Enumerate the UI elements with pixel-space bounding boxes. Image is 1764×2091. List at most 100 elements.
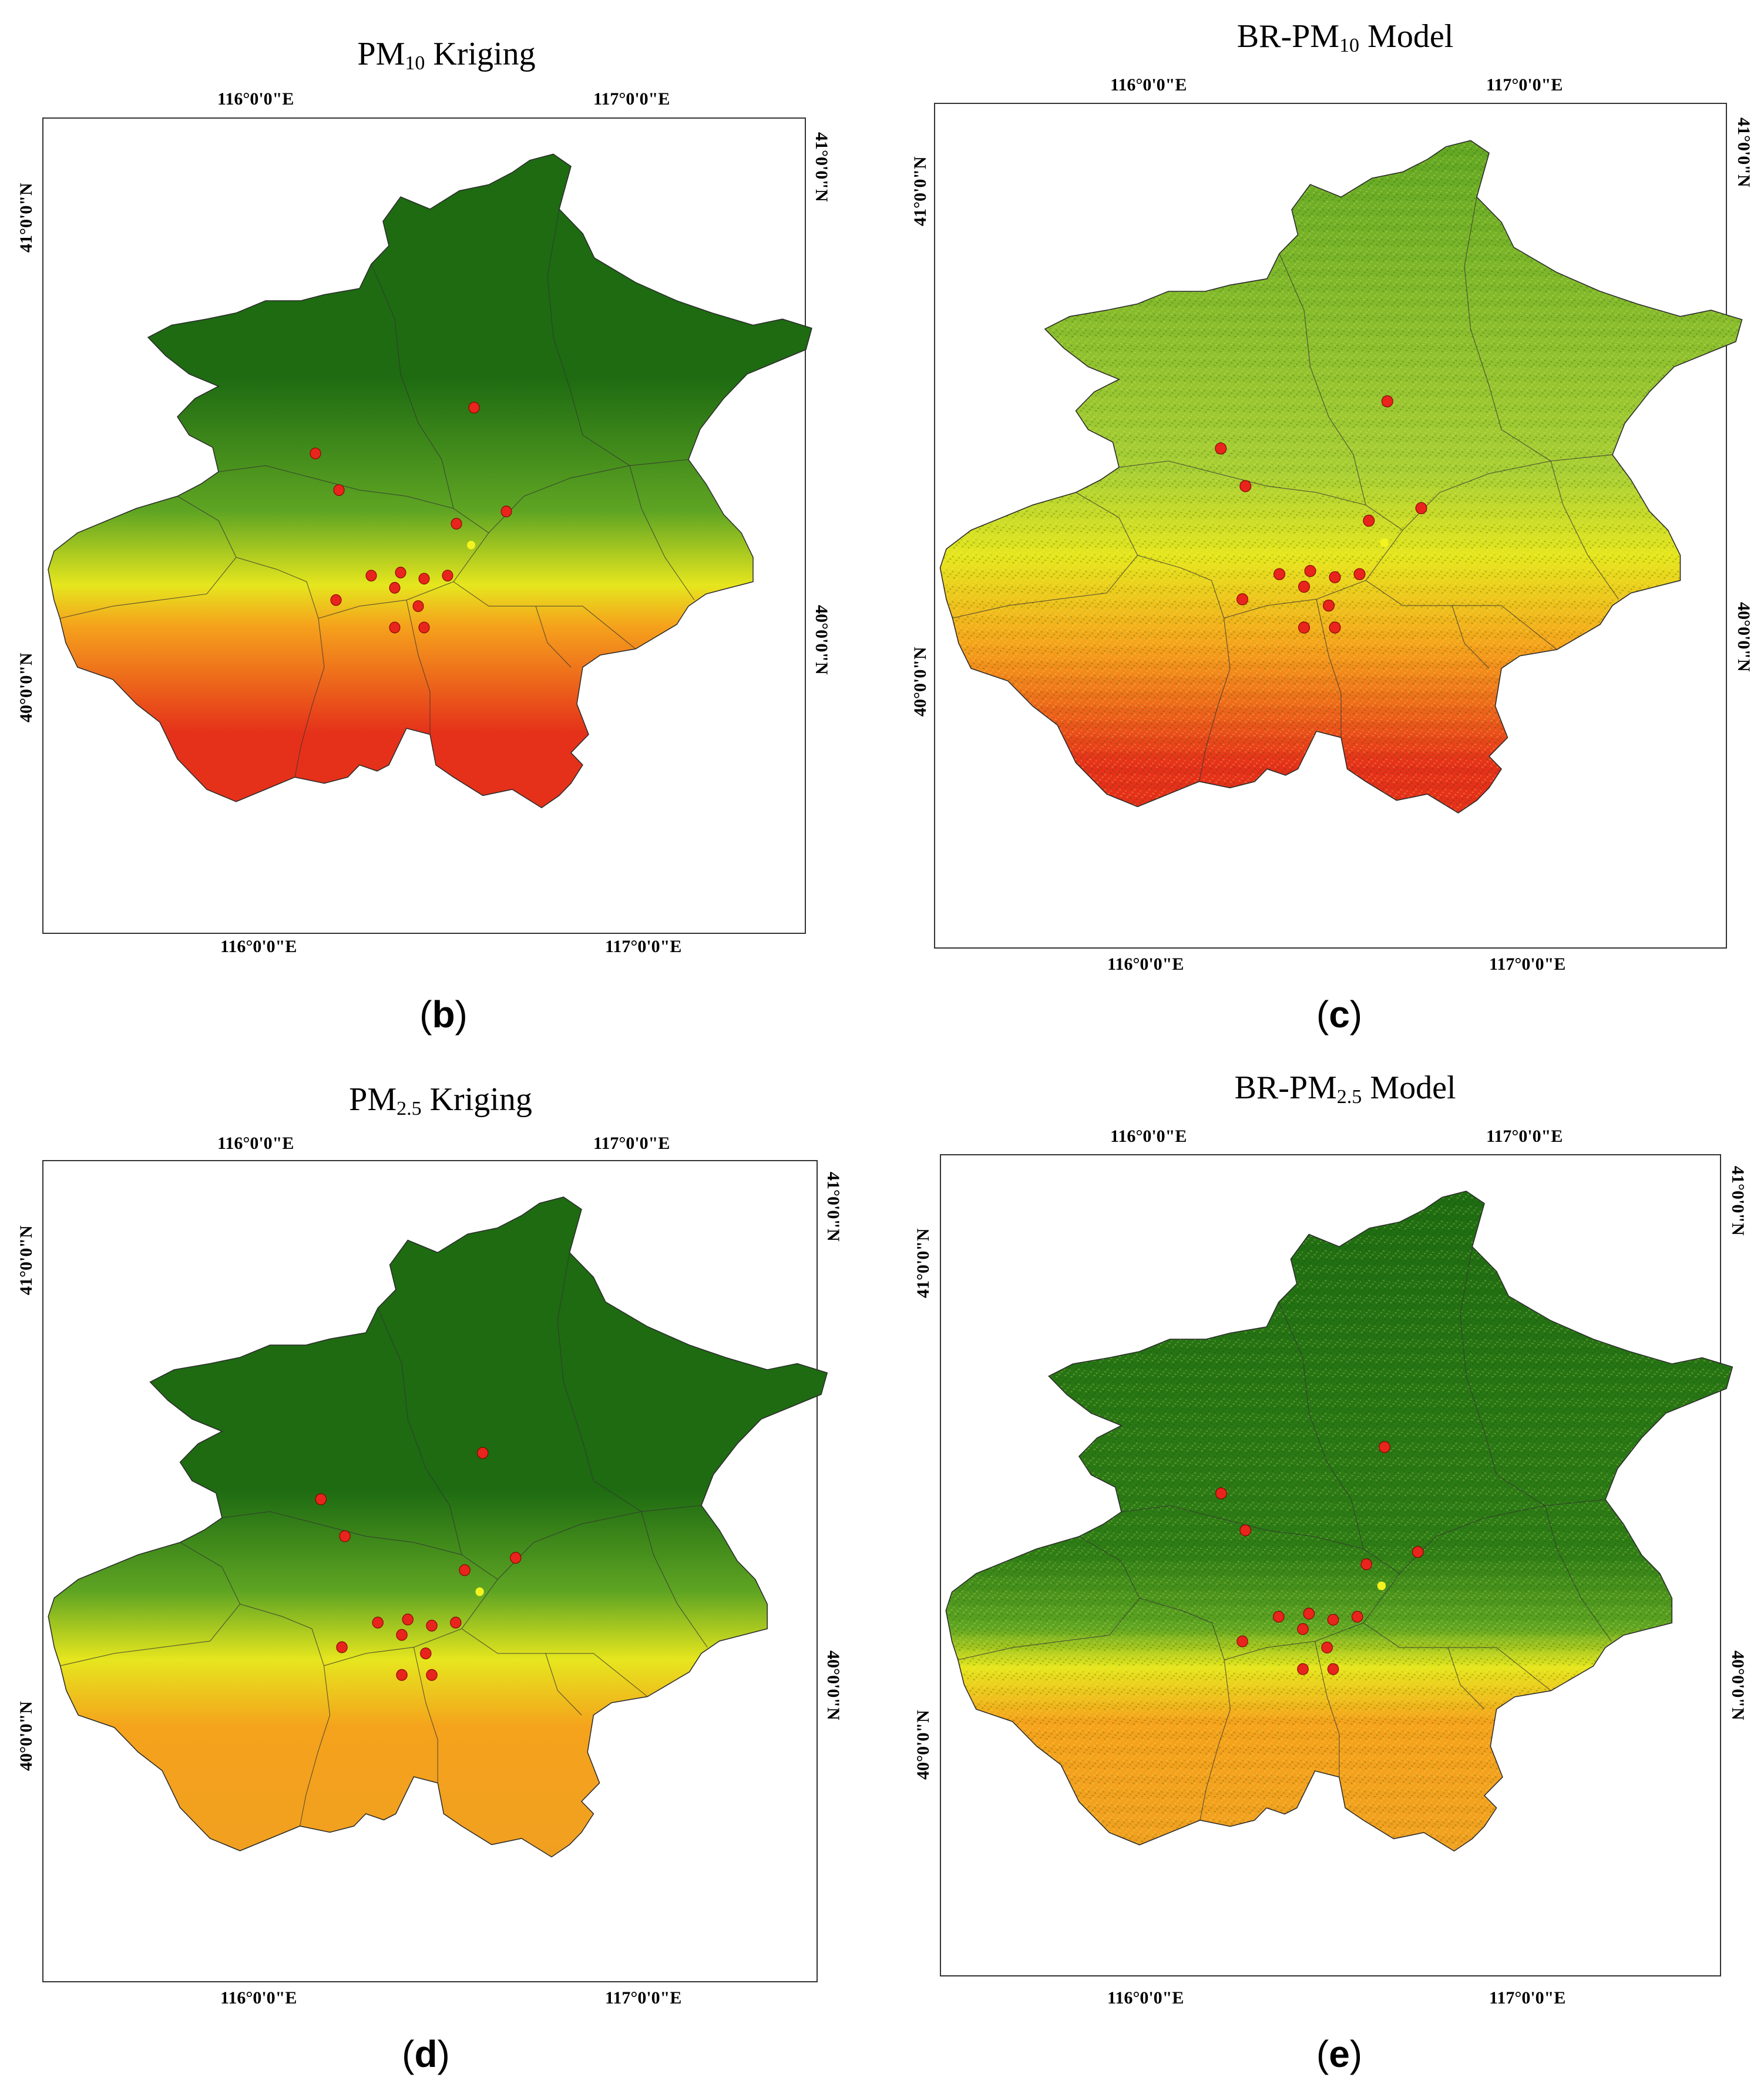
panel-b-station-highlight bbox=[467, 540, 475, 550]
panel-e-monitoring-station bbox=[1360, 1558, 1372, 1571]
panel-d-map bbox=[48, 1196, 828, 1858]
panel-d-monitoring-station bbox=[339, 1530, 351, 1542]
panel-c-station-highlight bbox=[1380, 538, 1389, 547]
panel-b-district-line bbox=[547, 209, 630, 466]
panel-c-district-line bbox=[1402, 454, 1613, 531]
panel-e-district-line bbox=[1078, 1536, 1225, 1660]
panel-c-monitoring-station bbox=[1274, 568, 1285, 580]
panel-d-title: PM2.5 Kriging bbox=[349, 1081, 532, 1120]
panel-e-top-lon-2: 117°0'0"E bbox=[1486, 1127, 1563, 1146]
panel-b-monitoring-station bbox=[310, 448, 321, 459]
panel-b-monitoring-station bbox=[330, 594, 342, 606]
panel-e-monitoring-station bbox=[1237, 1635, 1248, 1648]
panel-e-bottom-lon-1: 116°0'0"E bbox=[1107, 1988, 1184, 2008]
panel-b-title: PM10 Kriging bbox=[357, 36, 536, 74]
panel-d-station-highlight bbox=[475, 1587, 484, 1596]
panel-b-district-line bbox=[59, 557, 237, 619]
panel-b-monitoring-station bbox=[333, 484, 345, 496]
panel-c-district-line bbox=[1198, 618, 1231, 782]
panel-b-top-lon-1: 116°0'0"E bbox=[217, 89, 294, 109]
panel-b-monitoring-station bbox=[418, 573, 430, 585]
panel-b-monitoring-station bbox=[365, 570, 377, 581]
panel-b-monitoring-station bbox=[468, 402, 480, 414]
panel-c-monitoring-station bbox=[1237, 593, 1248, 606]
panel-e-station-highlight bbox=[1377, 1581, 1386, 1591]
panel-c-district-line bbox=[1279, 253, 1403, 531]
panel-e-monitoring-station bbox=[1297, 1663, 1309, 1675]
panel-c-monitoring-station bbox=[1304, 564, 1316, 577]
panel-d-monitoring-station bbox=[396, 1669, 408, 1681]
panel-d-monitoring-station bbox=[315, 1493, 327, 1505]
panel-e-monitoring-station bbox=[1321, 1642, 1333, 1653]
panel-e-district-line bbox=[1460, 1246, 1545, 1507]
panel-e-boundary bbox=[945, 1191, 1733, 1852]
panel-d-monitoring-station bbox=[459, 1564, 471, 1576]
panel-b-boundary bbox=[48, 153, 812, 809]
panel-d-bottom-lon-1: 116°0'0"E bbox=[220, 1988, 297, 2008]
panel-c-district-line bbox=[1076, 492, 1225, 618]
panel-d-district-line bbox=[497, 1505, 702, 1580]
panel-c-district-line bbox=[952, 554, 1138, 619]
panel-e-district-line bbox=[1314, 1641, 1340, 1777]
panel-d-district-line bbox=[557, 1252, 642, 1512]
panel-c-monitoring-station bbox=[1353, 568, 1366, 580]
panel-d-caption: (d) bbox=[402, 2033, 450, 2075]
panel-d-monitoring-station bbox=[372, 1616, 384, 1629]
panel-e-monitoring-station bbox=[1297, 1623, 1309, 1635]
panel-c-monitoring-station bbox=[1329, 571, 1341, 584]
panel-b-monitoring-station bbox=[389, 621, 401, 634]
panel-b-top-lon-2: 117°0'0"E bbox=[593, 89, 670, 109]
panel-b-bottom-lon-1: 116°0'0"E bbox=[220, 937, 297, 956]
panel-b-district-line bbox=[294, 618, 325, 778]
panel-b-caption: (b) bbox=[419, 993, 468, 1036]
panel-b-map bbox=[48, 153, 812, 809]
panel-c-district-line bbox=[1316, 599, 1342, 738]
panel-c-district-line bbox=[1464, 197, 1551, 462]
panel-c-monitoring-station bbox=[1215, 442, 1227, 455]
panel-b-monitoring-station bbox=[412, 600, 424, 612]
panel-b-monitoring-station bbox=[442, 570, 453, 581]
panel-b-district-line bbox=[406, 600, 431, 735]
panel-e-district-line bbox=[1447, 1647, 1485, 1710]
panel-d-monitoring-station bbox=[450, 1616, 462, 1629]
panel-c-caption: (c) bbox=[1316, 993, 1363, 1036]
panel-b-monitoring-station bbox=[451, 517, 462, 530]
panel-c-monitoring-station bbox=[1298, 580, 1310, 593]
panel-d-bottom-lon-2: 117°0'0"E bbox=[605, 1988, 682, 2008]
panel-e-monitoring-station bbox=[1303, 1608, 1315, 1620]
panel-d-boundary bbox=[48, 1196, 828, 1858]
panel-d-monitoring-station bbox=[426, 1669, 438, 1681]
panel-c-district-line bbox=[1451, 605, 1490, 669]
panel-c-district-line bbox=[1118, 460, 1366, 506]
panel-e-title: BR-PM2.5 Model bbox=[1234, 1070, 1456, 1108]
panel-c-monitoring-station bbox=[1298, 621, 1310, 634]
panel-c-bottom-lon-2: 117°0'0"E bbox=[1489, 954, 1566, 974]
panel-d-monitoring-station bbox=[477, 1447, 489, 1459]
panel-d-monitoring-station bbox=[426, 1619, 438, 1632]
panel-e-district-line bbox=[957, 1598, 1140, 1660]
panel-d-district-line bbox=[221, 1511, 462, 1555]
panel-c-top-lon-2: 117°0'0"E bbox=[1486, 75, 1563, 95]
panel-d-monitoring-station bbox=[420, 1648, 432, 1659]
panel-c-monitoring-station bbox=[1381, 395, 1393, 408]
panel-c-top-lon-1: 116°0'0"E bbox=[1110, 75, 1187, 95]
panel-c-district-line bbox=[1550, 460, 1619, 600]
panel-e-top-lon-1: 116°0'0"E bbox=[1110, 1127, 1187, 1146]
panel-c-title: BR-PM10 Model bbox=[1237, 18, 1454, 56]
panel-d-monitoring-station bbox=[402, 1613, 414, 1626]
panel-e-district-line bbox=[1544, 1505, 1612, 1642]
panel-d-top-lon-1: 116°0'0"E bbox=[217, 1134, 294, 1153]
panel-b-monitoring-station bbox=[389, 581, 401, 594]
panel-d-monitoring-station bbox=[510, 1552, 522, 1564]
panel-e-district-line bbox=[1121, 1505, 1364, 1549]
panel-d-district-line bbox=[641, 1511, 708, 1648]
panel-b-monitoring-station bbox=[500, 505, 512, 517]
panel-d-district-line bbox=[299, 1665, 331, 1827]
panel-c-monitoring-station bbox=[1329, 621, 1341, 634]
panel-d-district-line bbox=[60, 1603, 241, 1666]
panel-e-monitoring-station bbox=[1379, 1441, 1390, 1453]
panel-b-bottom-lon-2: 117°0'0"E bbox=[605, 937, 682, 956]
panel-b-district-line bbox=[535, 606, 572, 668]
panel-d-monitoring-station bbox=[336, 1641, 348, 1653]
panel-b-district-line bbox=[488, 459, 689, 533]
